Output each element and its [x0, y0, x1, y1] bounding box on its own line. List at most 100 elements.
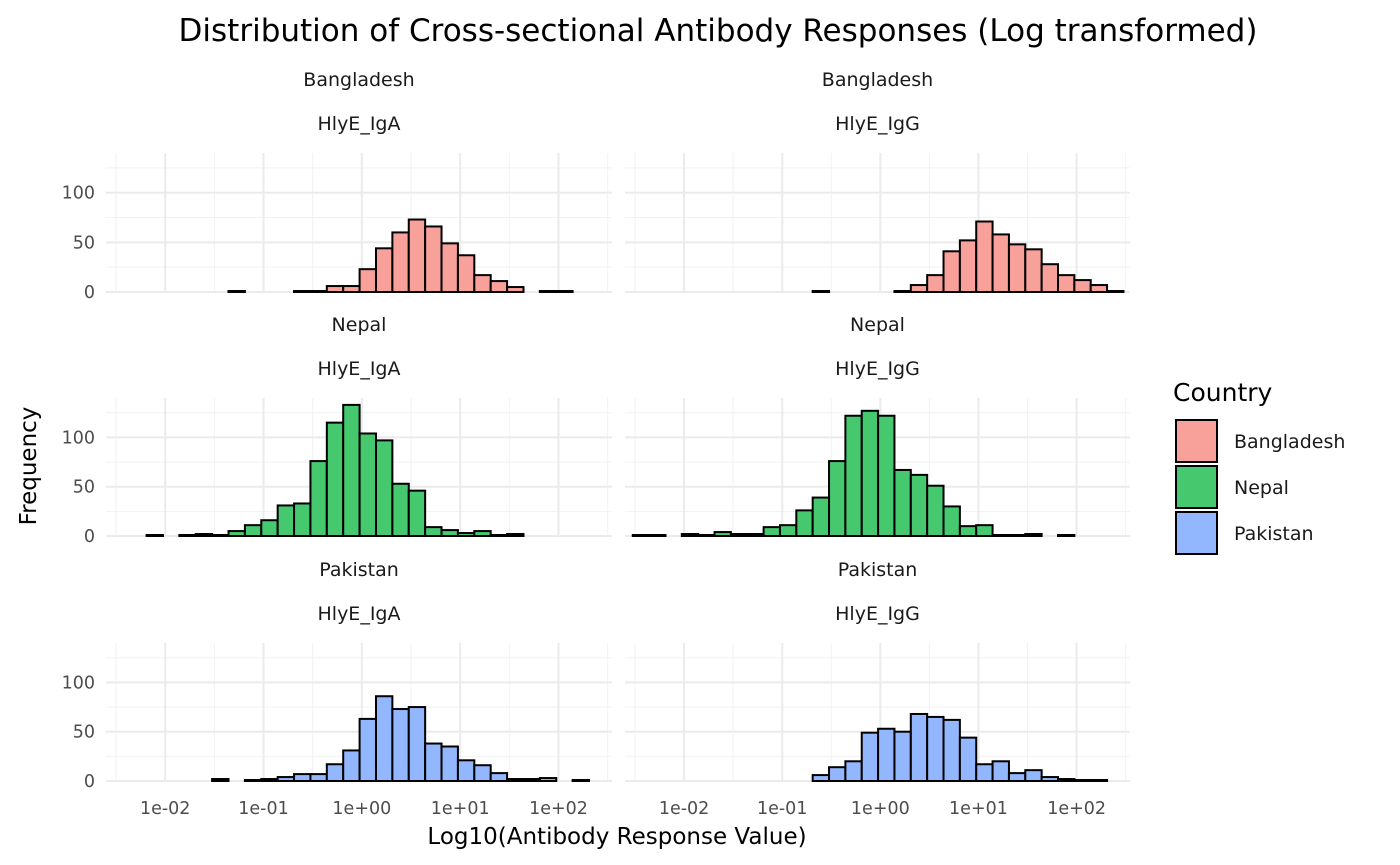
histogram-bar	[407, 489, 427, 537]
histogram-bar	[506, 286, 525, 293]
histogram-bar	[958, 239, 978, 293]
histogram-bar	[942, 505, 961, 537]
histogram-bar	[1007, 243, 1027, 293]
histogram-bar	[746, 533, 765, 537]
x-tick-label: 1e+01	[949, 799, 1008, 819]
histogram-bar	[342, 403, 361, 537]
legend-title: Country	[1173, 378, 1273, 407]
histogram-bar	[778, 524, 798, 538]
histogram-bar	[506, 778, 525, 782]
histogram-bar	[1089, 284, 1109, 293]
histogram-bar	[991, 233, 1010, 294]
histogram-bar	[522, 778, 541, 782]
histogram-bar	[194, 533, 214, 537]
legend-key-nepal	[1175, 465, 1218, 509]
histogram-bar	[489, 280, 509, 294]
facet-strip-antigen: HlyE_IgG	[835, 603, 920, 625]
histogram-bar	[489, 772, 509, 782]
histogram-bar	[358, 432, 377, 537]
histogram-bar	[456, 532, 476, 537]
x-tick-label: 1e+01	[431, 799, 490, 819]
y-tick-label: 0	[84, 283, 95, 303]
y-tick-label: 100	[62, 673, 95, 693]
facet-strip-antigen: HlyE_IgA	[318, 603, 401, 625]
y-tick-label: 50	[73, 478, 95, 498]
x-tick-label: 1e-01	[238, 799, 288, 819]
histogram-bar	[243, 524, 263, 538]
histogram-bar	[795, 509, 814, 537]
facet-strip-antigen: HlyE_IgA	[318, 358, 401, 380]
histogram-bar	[325, 421, 345, 537]
histogram-bar	[309, 773, 328, 782]
histogram-bar	[440, 242, 459, 294]
histogram-bar	[145, 534, 164, 537]
histogram-bar	[506, 533, 525, 537]
facet-strip-antigen: HlyE_IgG	[835, 113, 920, 135]
histogram-bar	[489, 534, 509, 537]
histogram-bar	[909, 284, 929, 293]
histogram-bar	[991, 534, 1010, 537]
y-tick-label: 50	[73, 233, 95, 253]
histogram-bar	[729, 533, 749, 537]
histogram-bar	[325, 763, 345, 783]
histogram-bar	[1024, 769, 1043, 783]
histogram-bar	[456, 254, 476, 293]
histogram-bar	[358, 717, 377, 783]
histogram-bar	[276, 504, 296, 538]
facet-panel-nepal-hlye-iga: Nepal HlyE_IgA 0 50 100	[62, 314, 612, 547]
histogram-bar	[811, 290, 831, 293]
histogram-bar	[473, 764, 492, 783]
chart-title: Distribution of Cross-sectional Antibody…	[179, 13, 1258, 49]
histogram-bar	[538, 290, 558, 293]
x-tick-label: 1e-02	[659, 799, 709, 819]
histogram-bar	[680, 533, 700, 537]
facet-strip-country: Nepal	[850, 314, 905, 336]
histogram-bar	[893, 730, 912, 783]
histogram-bar	[276, 776, 296, 782]
facet-panel-pakistan-hlye-igg: Pakistan HlyE_IgG 1e-02 1e-01 1e+00 1e+01 1e+0…	[625, 559, 1130, 819]
histogram-bar	[893, 468, 912, 538]
histogram-bar	[926, 274, 945, 293]
histogram-bar	[828, 766, 847, 783]
histogram-bar	[538, 777, 558, 782]
histogram-bar	[374, 695, 394, 783]
legend-key-bangladesh	[1175, 419, 1218, 463]
histogram-bar	[342, 285, 361, 293]
histogram-bar	[860, 409, 880, 538]
y-tick-label: 100	[62, 184, 95, 204]
histogram-bar	[1073, 779, 1092, 782]
histogram-bar	[342, 749, 361, 783]
legend-key-pakistan	[1175, 511, 1218, 555]
histogram-bar	[424, 225, 443, 294]
x-tick-label: 1e+02	[1047, 799, 1106, 819]
histogram-bar	[1089, 779, 1109, 782]
histogram-bar	[811, 774, 831, 782]
histogram-bar	[374, 247, 394, 293]
histogram-bar	[1024, 533, 1043, 537]
histogram-bar	[1073, 279, 1092, 294]
histogram-bar	[1040, 776, 1060, 782]
histogram-bar	[1057, 274, 1076, 293]
histogram-bar	[227, 290, 246, 293]
y-tick-label: 50	[73, 723, 95, 743]
histogram-bar	[391, 708, 410, 782]
legend-items: Bangladesh Nepal Pakistan	[1175, 419, 1345, 555]
histogram-bar	[926, 484, 945, 538]
x-axis-label: Log10(Antibody Response Value)	[427, 824, 806, 850]
histogram-bar	[473, 530, 492, 537]
histogram-bar	[926, 715, 945, 783]
legend-label-bangladesh: Bangladesh	[1234, 431, 1345, 453]
histogram-bar	[958, 736, 978, 783]
histogram-bar	[991, 760, 1010, 782]
histogram-bar	[877, 727, 896, 782]
histogram-bar	[1040, 263, 1060, 294]
histogram-bar	[424, 526, 443, 538]
histogram-bar	[424, 742, 443, 782]
histogram-bar	[877, 414, 896, 537]
facet-panel-nepal-hlye-igg: Nepal HlyE_IgG	[625, 314, 1130, 538]
y-tick-label: 0	[84, 772, 95, 792]
y-tick-label: 100	[62, 428, 95, 448]
facet-strip-country: Bangladesh	[822, 69, 933, 91]
histogram-bar	[762, 526, 781, 538]
